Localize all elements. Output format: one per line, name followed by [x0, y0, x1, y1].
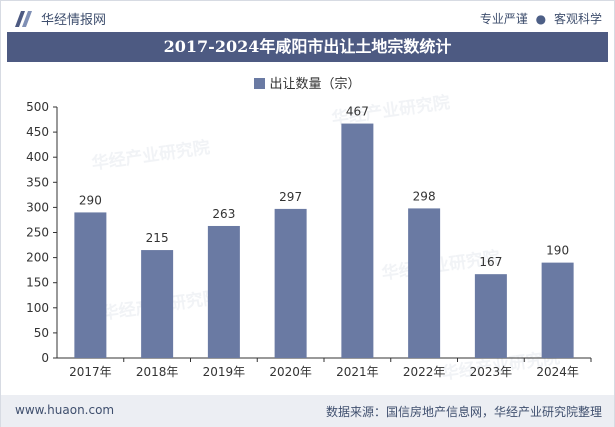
data-label: 298 [413, 189, 436, 203]
chart-legend: 出让数量（宗） [1, 73, 614, 92]
x-tick-label: 2017年 [69, 365, 112, 379]
slogan-right: 客观科学 [553, 12, 602, 26]
logo: 华经情报网 [15, 9, 106, 28]
x-tick-label: 2020年 [269, 365, 312, 379]
bar-chart: 0 50 100 150 200 250 300 350 400 450 500 290 2017年 21… [26, 100, 592, 379]
y-tick-label: 350 [26, 175, 49, 189]
y-tick-label: 450 [26, 125, 49, 139]
x-tick-label: 2022年 [403, 365, 446, 379]
y-tick-label: 250 [26, 226, 49, 240]
footer: www.huaon.com 数据来源：国信房地产信息网，华经产业研究院整理 [1, 395, 614, 427]
slogan-left: 专业严谨 [479, 12, 528, 26]
x-tick-label: 2024年 [536, 365, 579, 379]
logo-icon [15, 10, 32, 27]
bar [207, 225, 240, 358]
slogan: 专业严谨 ● 客观科学 [480, 10, 602, 27]
footer-site: www.huaon.com [15, 403, 115, 417]
y-tick-label: 0 [41, 351, 49, 365]
data-label: 215 [146, 231, 169, 245]
x-tick-label: 2019年 [203, 365, 246, 379]
y-tick-label: 100 [26, 301, 49, 315]
bar [541, 262, 574, 358]
data-label: 467 [346, 105, 369, 119]
y-tick-label: 400 [26, 150, 49, 164]
y-tick-label: 500 [26, 100, 49, 114]
data-label: 263 [212, 207, 235, 221]
chart-title: 2017-2024年咸阳市出让土地宗数统计 [7, 32, 608, 62]
legend-swatch [254, 78, 266, 89]
bar [341, 123, 374, 358]
x-tick-label: 2021年 [336, 365, 379, 379]
data-label: 167 [479, 255, 502, 269]
bar [474, 274, 507, 358]
x-tick-label: 2018年 [136, 365, 179, 379]
data-label: 297 [279, 190, 302, 204]
footer-source: 数据来源：国信房地产信息网，华经产业研究院整理 [325, 405, 602, 419]
bar [74, 212, 107, 358]
y-tick-label: 200 [26, 251, 49, 265]
y-tick-label: 300 [26, 200, 49, 214]
data-label: 190 [546, 244, 569, 258]
bar [408, 208, 441, 358]
bar [141, 250, 174, 358]
legend-label: 出让数量（宗） [269, 77, 361, 92]
bar [274, 208, 307, 358]
data-label: 290 [79, 193, 102, 207]
x-tick-label: 2023年 [470, 365, 513, 379]
y-tick-label: 50 [34, 326, 49, 340]
top-bar: 华经情报网 专业严谨 ● 客观科学 [1, 1, 614, 31]
y-tick-label: 150 [26, 276, 49, 290]
slogan-separator: ● [535, 12, 547, 26]
logo-text: 华经情报网 [41, 13, 107, 28]
